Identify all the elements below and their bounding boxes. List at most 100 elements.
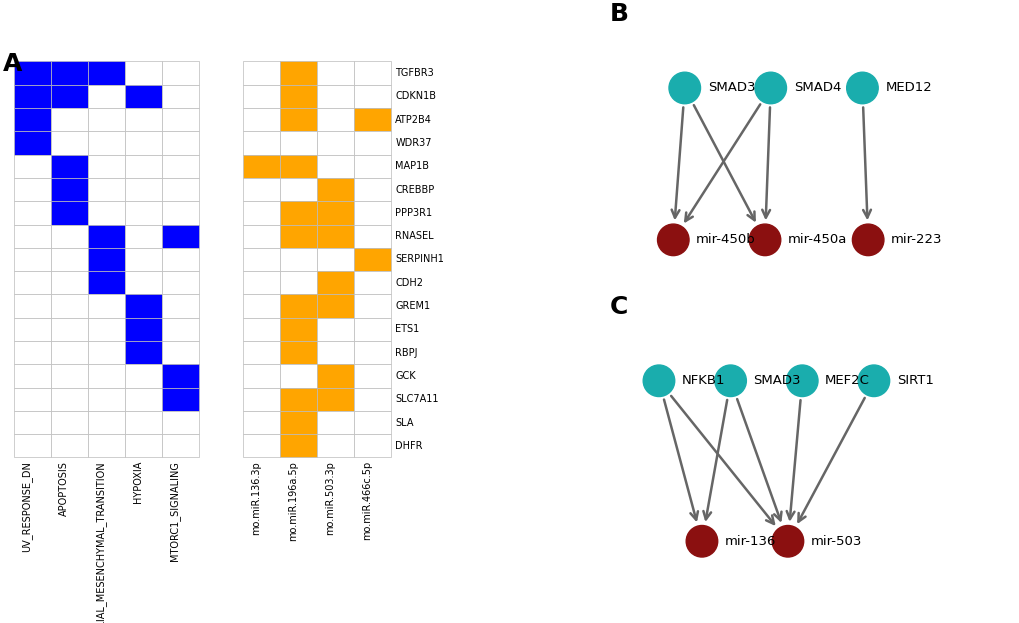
Bar <box>243 364 279 388</box>
Bar <box>354 62 390 85</box>
Bar <box>279 248 317 271</box>
Bar <box>51 295 88 318</box>
Circle shape <box>771 526 803 557</box>
Bar <box>354 295 390 318</box>
Bar <box>243 271 279 295</box>
Bar <box>354 388 390 411</box>
Circle shape <box>668 72 700 104</box>
Bar <box>162 411 199 434</box>
Bar <box>124 201 162 224</box>
Bar <box>162 341 199 364</box>
Text: mir-503: mir-503 <box>810 535 861 548</box>
Bar <box>124 364 162 388</box>
Text: mir-136: mir-136 <box>725 535 775 548</box>
Bar <box>162 271 199 295</box>
Text: WDR37: WDR37 <box>395 138 431 148</box>
Bar <box>51 131 88 155</box>
Text: MED12: MED12 <box>884 82 931 95</box>
Text: SERPINH1: SERPINH1 <box>395 254 443 265</box>
Bar <box>243 341 279 364</box>
Bar <box>124 155 162 178</box>
Bar <box>243 224 279 248</box>
Bar <box>243 131 279 155</box>
Bar <box>279 411 317 434</box>
Bar <box>317 295 354 318</box>
Bar <box>124 388 162 411</box>
Circle shape <box>857 365 889 397</box>
Bar <box>243 108 279 131</box>
Bar <box>317 434 354 457</box>
Text: mir-450a: mir-450a <box>787 234 847 246</box>
Bar <box>88 108 124 131</box>
Text: MAP1B: MAP1B <box>395 161 429 171</box>
Bar <box>354 224 390 248</box>
Text: RBPJ: RBPJ <box>395 348 418 358</box>
Bar <box>279 224 317 248</box>
Text: CDH2: CDH2 <box>395 278 423 288</box>
Circle shape <box>754 72 786 104</box>
Bar <box>317 248 354 271</box>
Bar <box>51 108 88 131</box>
Bar <box>124 85 162 108</box>
Bar <box>243 318 279 341</box>
Bar <box>279 201 317 224</box>
Text: TGFBR3: TGFBR3 <box>395 68 434 78</box>
Circle shape <box>643 365 674 397</box>
Bar <box>317 411 354 434</box>
Bar <box>124 271 162 295</box>
Bar <box>243 295 279 318</box>
Bar <box>14 131 51 155</box>
Bar <box>124 434 162 457</box>
Bar <box>88 388 124 411</box>
Bar <box>279 271 317 295</box>
Bar <box>354 201 390 224</box>
Bar <box>14 341 51 364</box>
Bar <box>51 318 88 341</box>
Bar <box>14 224 51 248</box>
Bar <box>354 108 390 131</box>
Text: CREBBP: CREBBP <box>395 184 434 194</box>
Bar <box>279 155 317 178</box>
Text: ETS1: ETS1 <box>395 325 419 335</box>
Bar <box>354 411 390 434</box>
Bar <box>354 271 390 295</box>
Text: SIRT1: SIRT1 <box>896 374 932 388</box>
Bar <box>354 248 390 271</box>
Bar <box>88 295 124 318</box>
Bar <box>14 201 51 224</box>
Bar <box>243 411 279 434</box>
Bar <box>354 364 390 388</box>
Bar <box>243 201 279 224</box>
Text: mir-223: mir-223 <box>891 234 942 246</box>
Bar <box>279 131 317 155</box>
Bar <box>243 155 279 178</box>
Circle shape <box>852 224 883 255</box>
Bar <box>14 295 51 318</box>
Text: mir-450b: mir-450b <box>696 234 755 246</box>
Bar <box>162 318 199 341</box>
Bar <box>51 224 88 248</box>
Bar <box>317 108 354 131</box>
Bar <box>14 411 51 434</box>
Bar <box>354 85 390 108</box>
Bar <box>162 295 199 318</box>
Bar <box>243 85 279 108</box>
Text: GREM1: GREM1 <box>395 301 430 311</box>
Bar <box>162 388 199 411</box>
Bar <box>88 62 124 85</box>
Bar <box>14 434 51 457</box>
Bar <box>279 364 317 388</box>
Bar <box>14 108 51 131</box>
Bar <box>243 388 279 411</box>
Bar <box>88 85 124 108</box>
Bar <box>279 108 317 131</box>
Bar <box>162 248 199 271</box>
Bar <box>124 108 162 131</box>
Circle shape <box>714 365 746 397</box>
Bar <box>124 295 162 318</box>
Bar <box>279 85 317 108</box>
Text: mo.miR.466c.5p: mo.miR.466c.5p <box>362 461 372 540</box>
Bar <box>51 388 88 411</box>
Text: UV_RESPONSE_DN: UV_RESPONSE_DN <box>21 461 33 552</box>
Text: A: A <box>3 52 22 76</box>
